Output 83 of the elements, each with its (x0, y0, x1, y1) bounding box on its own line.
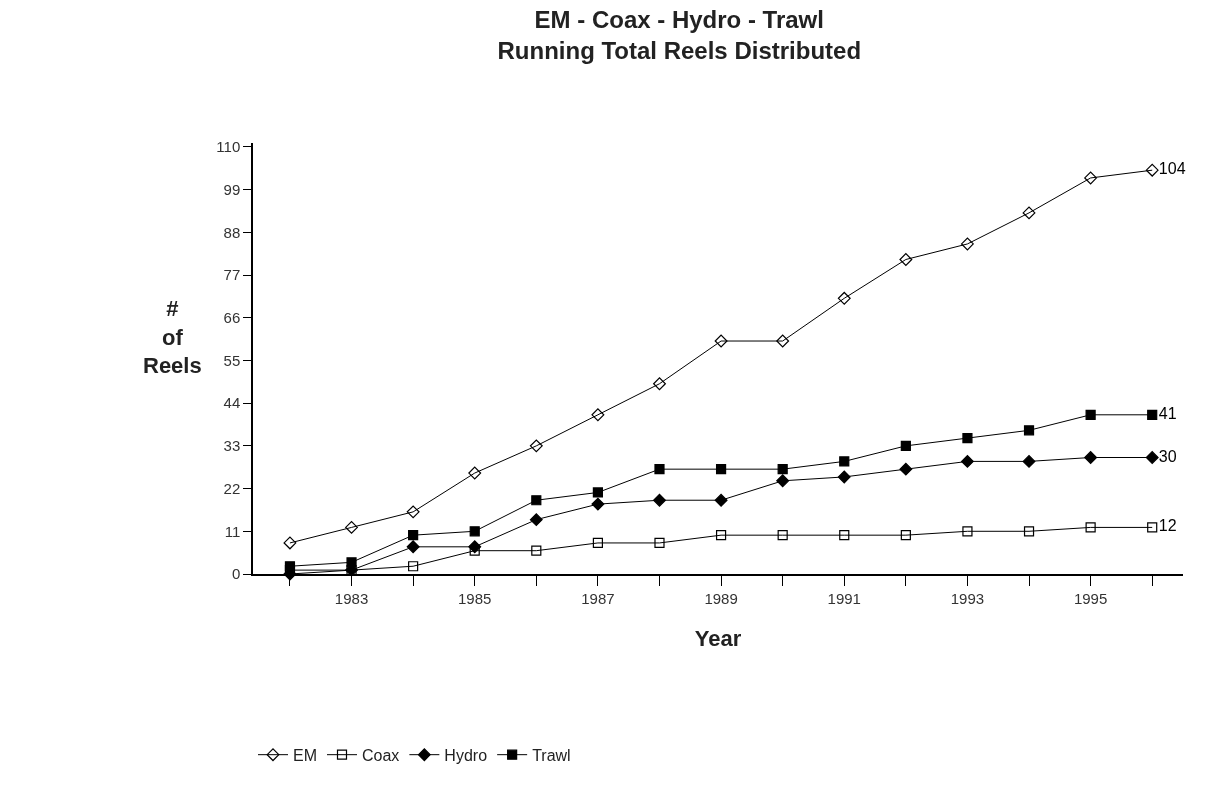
x-tick-label: 1989 (704, 589, 738, 607)
point (531, 545, 542, 556)
y-tick-label: 66 (223, 308, 241, 326)
legend-label: Trawl (532, 746, 571, 764)
point (777, 464, 788, 475)
point (529, 513, 543, 527)
point (714, 334, 728, 348)
point (529, 439, 543, 453)
point (837, 470, 851, 484)
point (1085, 409, 1096, 420)
point (962, 433, 973, 444)
chart-subtitle: Running Total Reels Distributed (497, 37, 862, 65)
x-tick-label: 1991 (827, 589, 861, 607)
point (1022, 206, 1036, 220)
point (839, 530, 850, 541)
x-tick-label: 1983 (334, 589, 369, 607)
point (777, 530, 788, 541)
x-tick-label: 1995 (1073, 589, 1108, 607)
legend-label: Hydro (444, 746, 488, 764)
point (900, 530, 911, 541)
legend-label: Coax (362, 746, 400, 764)
point (776, 334, 790, 348)
point (406, 540, 420, 554)
point (1023, 425, 1035, 436)
point (1145, 163, 1159, 177)
point (960, 237, 974, 251)
point (406, 505, 420, 519)
point (1022, 454, 1036, 468)
point (1084, 451, 1098, 464)
point (1084, 171, 1098, 185)
point (468, 466, 482, 480)
point (408, 561, 419, 572)
point (592, 537, 603, 549)
data-label: 104 (1158, 160, 1186, 178)
point (962, 526, 973, 537)
x-tick-label: 1985 (458, 589, 492, 607)
x-tick-label: 1987 (581, 589, 615, 607)
point (1145, 451, 1159, 464)
point (654, 464, 665, 475)
point (653, 493, 666, 507)
y-axis-title: # of Reels (143, 296, 202, 379)
y-tick-label: 0 (231, 565, 241, 583)
point (345, 520, 358, 534)
x-tick-label: 1993 (950, 589, 985, 607)
point (960, 454, 974, 468)
point (1147, 522, 1158, 533)
point (837, 291, 851, 305)
point (592, 487, 603, 498)
point (591, 497, 605, 511)
y-tick-label: 33 (223, 437, 241, 455)
y-tick-label: 99 (223, 180, 241, 198)
point (591, 408, 605, 422)
data-label: 30 (1158, 447, 1177, 465)
y-tick-label: 22 (223, 479, 241, 497)
y-tick-label: 77 (223, 266, 241, 284)
point (1085, 522, 1096, 533)
y-tick-label: 55 (223, 351, 241, 369)
point (283, 536, 297, 550)
y-tick-label: 11 (224, 522, 241, 540)
point (1023, 526, 1035, 537)
y-tick-label: 88 (223, 223, 241, 241)
y-tick-label: 110 (216, 138, 241, 156)
y-tick-label: 44 (223, 394, 241, 412)
data-label: 41 (1158, 404, 1177, 422)
point (653, 377, 666, 391)
x-axis-title: Year (694, 626, 742, 652)
point (408, 530, 419, 541)
point (469, 545, 480, 556)
point (899, 462, 913, 476)
point (531, 495, 542, 506)
data-label: 12 (1158, 517, 1177, 535)
point (839, 456, 850, 467)
point (714, 493, 728, 507)
legend-label: EM (293, 746, 317, 764)
point (654, 537, 665, 549)
point (899, 253, 913, 266)
chart-title: EM - Coax - Hydro - Trawl (534, 6, 824, 34)
point (776, 474, 790, 488)
point (715, 464, 727, 475)
point (715, 530, 727, 541)
point (469, 526, 480, 537)
point (1147, 409, 1158, 420)
point (900, 440, 911, 451)
